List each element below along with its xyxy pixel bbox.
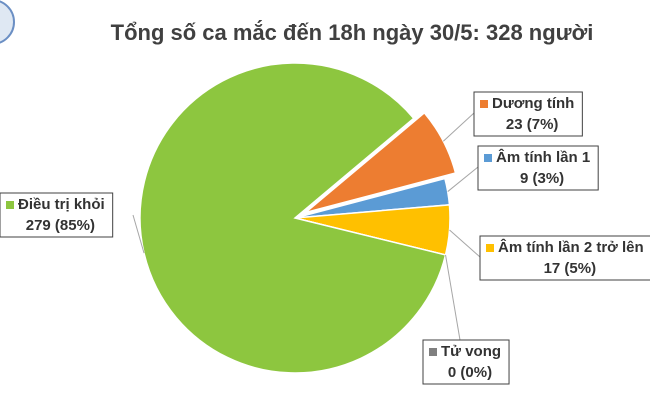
legend-swatch bbox=[429, 348, 437, 356]
legend-swatch bbox=[484, 154, 492, 162]
label-box bbox=[479, 235, 650, 281]
legend-swatch bbox=[480, 100, 488, 108]
data-label: Âm tính lần 2 trở lên 17 (5%) bbox=[479, 235, 650, 281]
label-name: Điều trị khỏi bbox=[18, 196, 105, 213]
label-value: 9 (3%) bbox=[520, 170, 564, 187]
legend-swatch bbox=[6, 201, 14, 209]
label-name: Âm tính lần 1 bbox=[496, 148, 590, 166]
data-label: Tử vong 0 (0%) bbox=[422, 339, 510, 385]
label-value: 23 (7%) bbox=[506, 116, 559, 133]
label-name: Dương tính bbox=[492, 95, 574, 112]
chart-title: Tổng số ca mắc đến 18h ngày 30/5: 328 ng… bbox=[111, 20, 594, 45]
label-box bbox=[477, 145, 599, 191]
data-label: Điều trị khỏi 279 (85%) bbox=[0, 192, 114, 238]
label-value: 279 (85%) bbox=[26, 217, 95, 234]
label-name: Âm tính lần 2 trở lên bbox=[498, 238, 644, 256]
pie-slice bbox=[305, 111, 457, 214]
label-value: 0 (0%) bbox=[448, 364, 492, 381]
legend-swatch bbox=[486, 244, 494, 252]
data-label: Âm tính lần 1 9 (3%) bbox=[477, 145, 599, 191]
label-name: Tử vong bbox=[441, 343, 501, 360]
leader-line bbox=[449, 229, 481, 258]
leader-line bbox=[442, 112, 475, 142]
leader-line bbox=[132, 214, 145, 254]
leader-line bbox=[447, 166, 479, 192]
label-value: 17 (5%) bbox=[544, 260, 597, 277]
data-label: Dương tính 23 (7%) bbox=[473, 91, 583, 137]
leader-line bbox=[445, 254, 461, 341]
label-box bbox=[0, 192, 114, 238]
label-box bbox=[473, 91, 583, 137]
label-box bbox=[422, 339, 510, 385]
logo bbox=[0, 0, 15, 44]
